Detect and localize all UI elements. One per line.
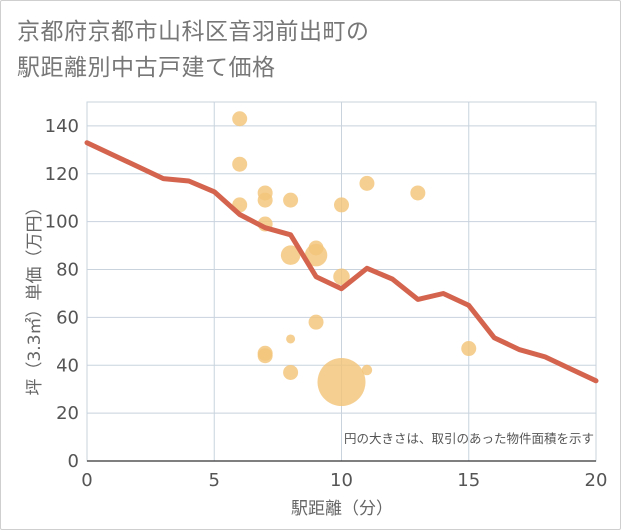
data-point — [461, 341, 477, 357]
data-point — [333, 268, 350, 285]
chart-title-line1: 京都府京都市山科区音羽前出町の — [17, 19, 370, 45]
data-point — [361, 364, 373, 376]
y-tick-label: 40 — [56, 355, 79, 376]
trend-line — [84, 140, 599, 384]
data-point — [283, 192, 299, 208]
data-point — [283, 364, 299, 380]
chart-title: 京都府京都市山科区音羽前出町の 駅距離別中古戸建て価格 — [17, 14, 370, 86]
size-note: 円の大きさは、取引のあった物件面積を示す — [344, 431, 594, 446]
data-point — [334, 197, 349, 213]
y-tick-label: 80 — [56, 260, 79, 281]
data-point — [308, 314, 324, 330]
data-point — [280, 245, 301, 265]
chart-title-line2: 駅距離別中古戸建て価格 — [17, 55, 276, 81]
bubbles — [232, 111, 477, 407]
y-axis-label: 坪（3.3㎡）単価（万円） — [25, 198, 45, 395]
tick-labels: 0 5 10 15 20 0 20 40 60 80 100 120 140 — [45, 116, 608, 491]
y-tick-label: 140 — [45, 116, 79, 137]
x-tick-label: 5 — [209, 470, 220, 491]
y-tick-label: 20 — [56, 403, 79, 424]
x-tick-label: 15 — [457, 470, 480, 491]
data-point — [232, 111, 248, 127]
data-point — [410, 185, 426, 201]
y-tick-label: 0 — [68, 451, 79, 472]
x-tick-label: 20 — [585, 470, 608, 491]
data-point — [286, 334, 296, 344]
data-point — [257, 348, 273, 364]
y-tick-label: 120 — [45, 164, 79, 185]
x-axis-label: 駅距離（分） — [291, 499, 393, 519]
trend-line-layer — [84, 140, 599, 384]
y-tick-label: 100 — [45, 212, 79, 233]
data-point — [359, 175, 375, 191]
x-tick-label: 10 — [330, 470, 353, 491]
x-tick-label: 0 — [81, 470, 92, 491]
data-point — [304, 243, 328, 267]
y-tick-label: 60 — [56, 307, 79, 328]
data-point — [257, 192, 273, 208]
data-point — [232, 156, 248, 172]
data-point — [317, 358, 366, 407]
